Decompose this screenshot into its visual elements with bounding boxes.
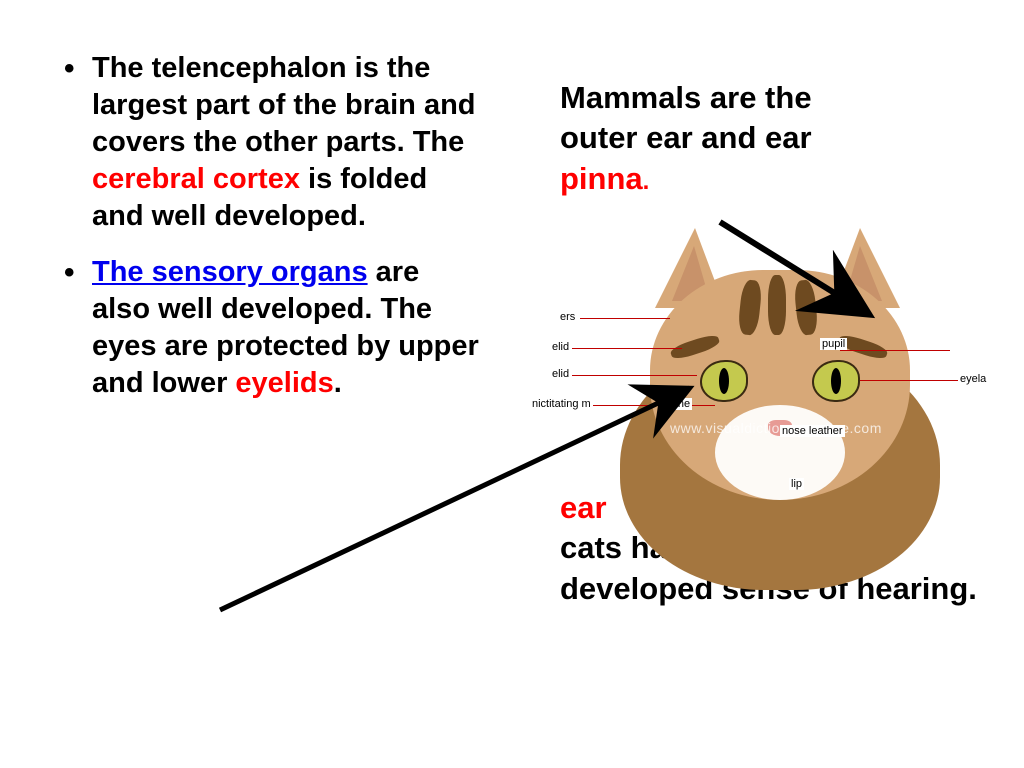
anno-line bbox=[580, 318, 670, 319]
anno-pupil: pupil bbox=[820, 338, 847, 350]
slide: The telencephalon is the largest part of… bbox=[0, 0, 1024, 768]
anno-lip: lip bbox=[789, 478, 804, 490]
cat-illustration: www.visualdictionaryonline.com ers elid … bbox=[520, 210, 1000, 590]
bullet-1: The telencephalon is the largest part of… bbox=[60, 50, 480, 236]
anno-nictitating-a: nictitating m bbox=[530, 398, 593, 410]
anno-line bbox=[572, 375, 697, 376]
bullet-list: The telencephalon is the largest part of… bbox=[60, 50, 480, 402]
anno-eyelid-2: elid bbox=[550, 368, 571, 380]
anno-eyelid-1: elid bbox=[550, 341, 571, 353]
right-top-caption: Mammals are the outer ear and ear pinna. bbox=[560, 78, 980, 199]
rt-line1: Mammals are the bbox=[560, 80, 812, 115]
bullet-2-text-b: . bbox=[334, 367, 342, 399]
rt-line2: outer ear and ear bbox=[560, 120, 812, 155]
stripe bbox=[768, 275, 786, 335]
anno-whiskers: ers bbox=[558, 311, 577, 323]
watermark-text: www.visualdictionaryonline.com bbox=[670, 420, 882, 436]
anno-nose-leather: nose leather bbox=[780, 425, 845, 437]
cat-eye-left bbox=[700, 360, 748, 402]
bullet-1-highlight: cerebral cortex bbox=[92, 163, 308, 195]
pupil bbox=[831, 368, 841, 394]
rt-dot: . bbox=[643, 168, 650, 195]
bullet-2-highlight: eyelids bbox=[235, 367, 333, 399]
rt-pinna: pinna bbox=[560, 161, 643, 196]
cat-eye-right bbox=[812, 360, 860, 402]
bullet-2: The sensory organs are also well develop… bbox=[60, 254, 480, 402]
anno-nictitating-b: brane bbox=[660, 398, 692, 410]
pupil bbox=[719, 368, 729, 394]
left-column: The telencephalon is the largest part of… bbox=[60, 50, 480, 420]
anno-line bbox=[840, 350, 950, 351]
bullet-1-text-a: The telencephalon is the largest part of… bbox=[92, 52, 476, 158]
anno-line bbox=[572, 348, 682, 349]
sensory-organs-link[interactable]: The sensory organs bbox=[92, 256, 368, 288]
anno-eyelash: eyela bbox=[958, 373, 988, 385]
